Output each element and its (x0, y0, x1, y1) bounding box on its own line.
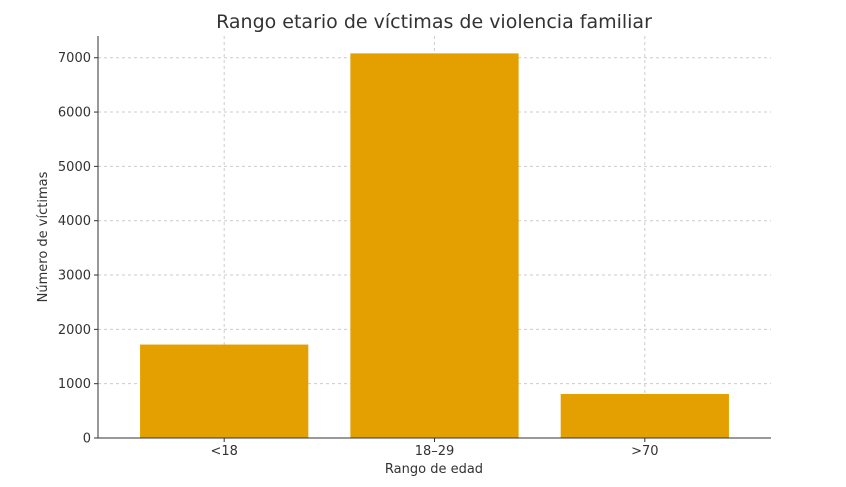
y-ticks: 0 1000 2000 3000 4000 5000 6000 7000 (58, 51, 98, 447)
y-tick-label: 0 (83, 432, 91, 447)
y-tick-label: 5000 (58, 160, 91, 175)
x-tick-label: >70 (631, 444, 658, 459)
y-tick-label: 1000 (58, 377, 91, 392)
x-axis-label: Rango de edad (385, 462, 483, 477)
y-tick-label: 4000 (58, 214, 91, 229)
y-tick-label: 2000 (58, 323, 91, 338)
x-tick-label: <18 (210, 444, 237, 459)
bar-2 (560, 393, 729, 438)
y-tick-label: 3000 (58, 269, 91, 284)
bar-1 (350, 53, 519, 438)
x-tick-label: 18–29 (415, 444, 455, 459)
y-tick-label: 7000 (58, 51, 91, 66)
y-axis-label: Número de víctimas (36, 171, 51, 302)
bar-0 (140, 344, 309, 438)
bars (140, 53, 729, 438)
chart-title: Rango etario de víctimas de violencia fa… (216, 11, 652, 33)
y-tick-label: 6000 (58, 106, 91, 121)
x-ticks: <18 18–29 >70 (210, 438, 659, 459)
